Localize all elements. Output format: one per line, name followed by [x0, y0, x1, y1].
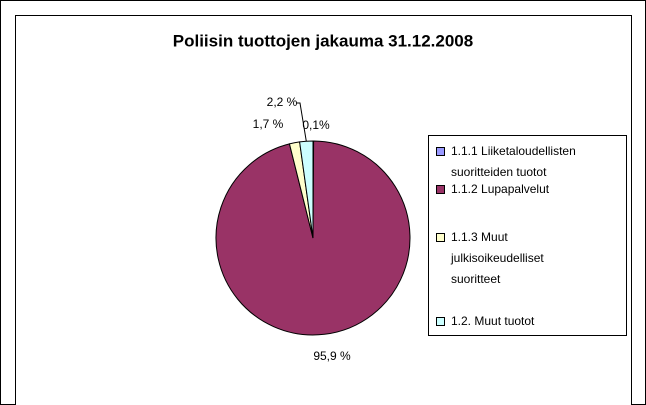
legend-swatch [436, 147, 445, 156]
data-label: 2,2 % [267, 95, 298, 109]
legend-label: 1.2. Muut tuotot [451, 314, 535, 328]
legend-label: 1.1.1 Liiketaloudellisten suoritteiden tu… [451, 144, 576, 179]
chart-title: Poliisin tuottojen jakauma 31.12.2008 [173, 31, 473, 50]
legend-swatch [436, 317, 445, 326]
leader-line [296, 102, 307, 142]
data-label: 95,9 % [313, 349, 351, 363]
legend-label: 1.1.2 Lupapalvelut [451, 182, 550, 196]
legend-swatch [436, 185, 445, 194]
legend-label: 1.1.3 Muut julkisoikeudelliset suoritteet [450, 230, 544, 286]
legend-swatch [436, 233, 445, 242]
data-label: 1,7 % [253, 117, 284, 131]
data-label: 0,1% [302, 118, 330, 132]
legend-box [428, 135, 627, 336]
